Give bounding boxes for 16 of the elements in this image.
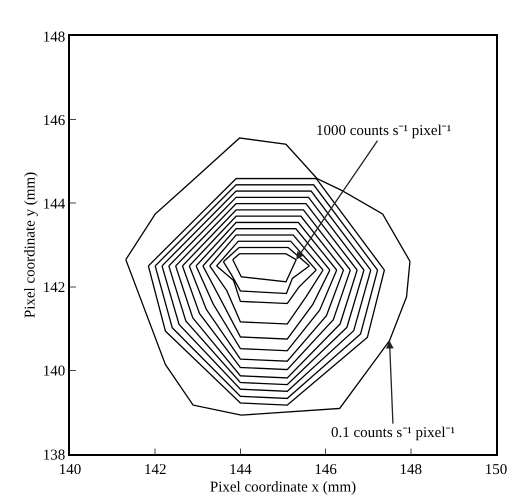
y-tick-label: 144	[42, 196, 66, 212]
x-axis-title: Pixel coordinate x (mm)	[210, 479, 356, 496]
annotation: 0.1 counts s⁻¹ pixel⁻¹	[331, 425, 455, 441]
y-axis-title: Pixel coordinate y (mm)	[22, 172, 38, 318]
x-tick-label: 144	[229, 462, 252, 478]
y-tick-label: 142	[42, 280, 66, 296]
y-tick-label: 138	[42, 447, 66, 464]
y-tick-label: 140	[42, 364, 66, 380]
y-tick-label: 148	[42, 29, 66, 46]
x-tick-label: 142	[144, 462, 166, 478]
x-tick-label: 150	[484, 462, 508, 478]
x-tick-label: 140	[58, 462, 82, 478]
y-tick-label: 146	[42, 112, 66, 129]
x-tick-label: 148	[400, 462, 422, 478]
x-tick-label: 146	[314, 462, 338, 478]
annotation: 1000 counts s⁻¹ pixel⁻¹	[316, 123, 452, 139]
